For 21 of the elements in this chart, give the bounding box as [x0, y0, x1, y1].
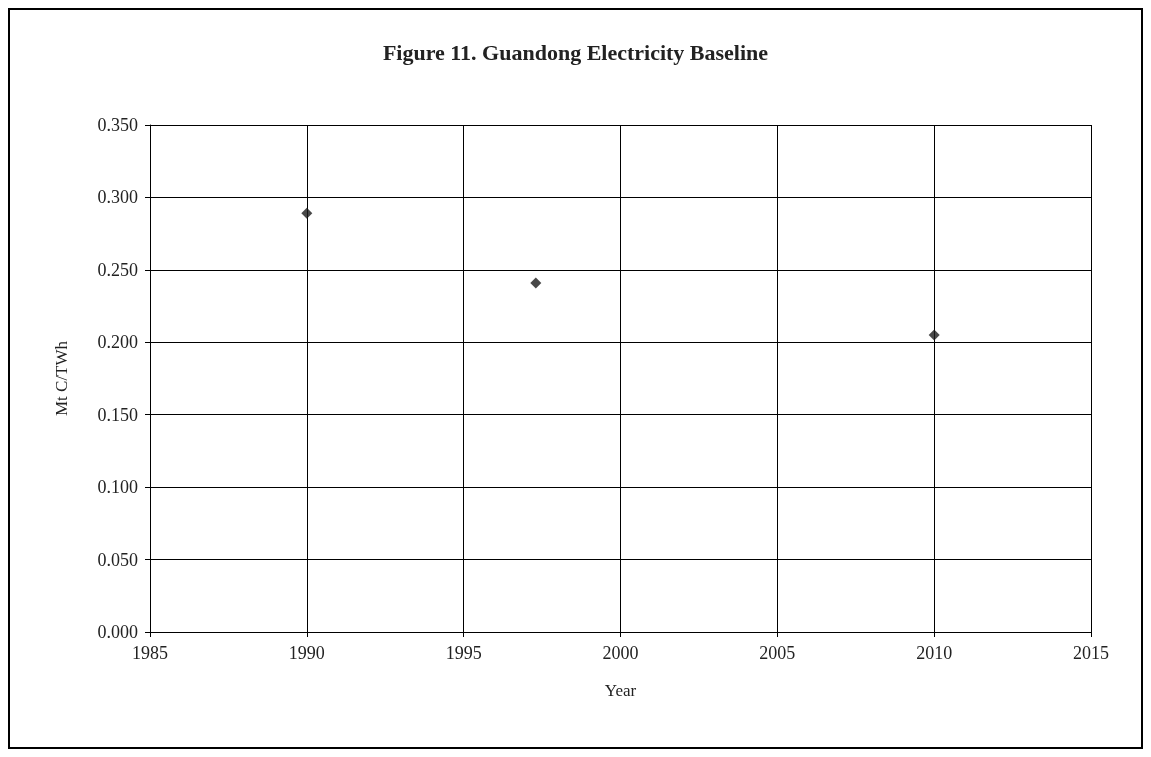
y-tick-label: 0.200 — [97, 332, 138, 353]
y-tick-label: 0.250 — [97, 259, 138, 280]
x-tick-label: 2005 — [759, 643, 796, 663]
x-tick-label: 2015 — [1073, 643, 1109, 663]
point — [530, 277, 542, 289]
y-tick-label: 0.000 — [97, 622, 138, 642]
x-tick-label: 2000 — [602, 643, 639, 663]
y-tick-label: 0.050 — [97, 549, 138, 570]
chart-title: Figure 11. Guandong Electricity Baseline — [382, 39, 769, 65]
x-tick-label: 1990 — [288, 643, 325, 663]
y-tick-label: 0.350 — [97, 115, 138, 135]
y-tick-label: 0.300 — [97, 187, 138, 208]
point — [301, 207, 313, 219]
x-axis-title: Year — [604, 681, 637, 700]
y-axis-title: Mt C/TWh — [52, 340, 71, 417]
x-tick-label: 2010 — [916, 643, 953, 663]
x-tick-label: 1985 — [132, 643, 168, 663]
y-tick-label: 0.100 — [97, 477, 138, 498]
x-tick-label: 1995 — [445, 643, 482, 663]
point — [928, 329, 940, 341]
y-tick-label: 0.150 — [97, 404, 138, 425]
